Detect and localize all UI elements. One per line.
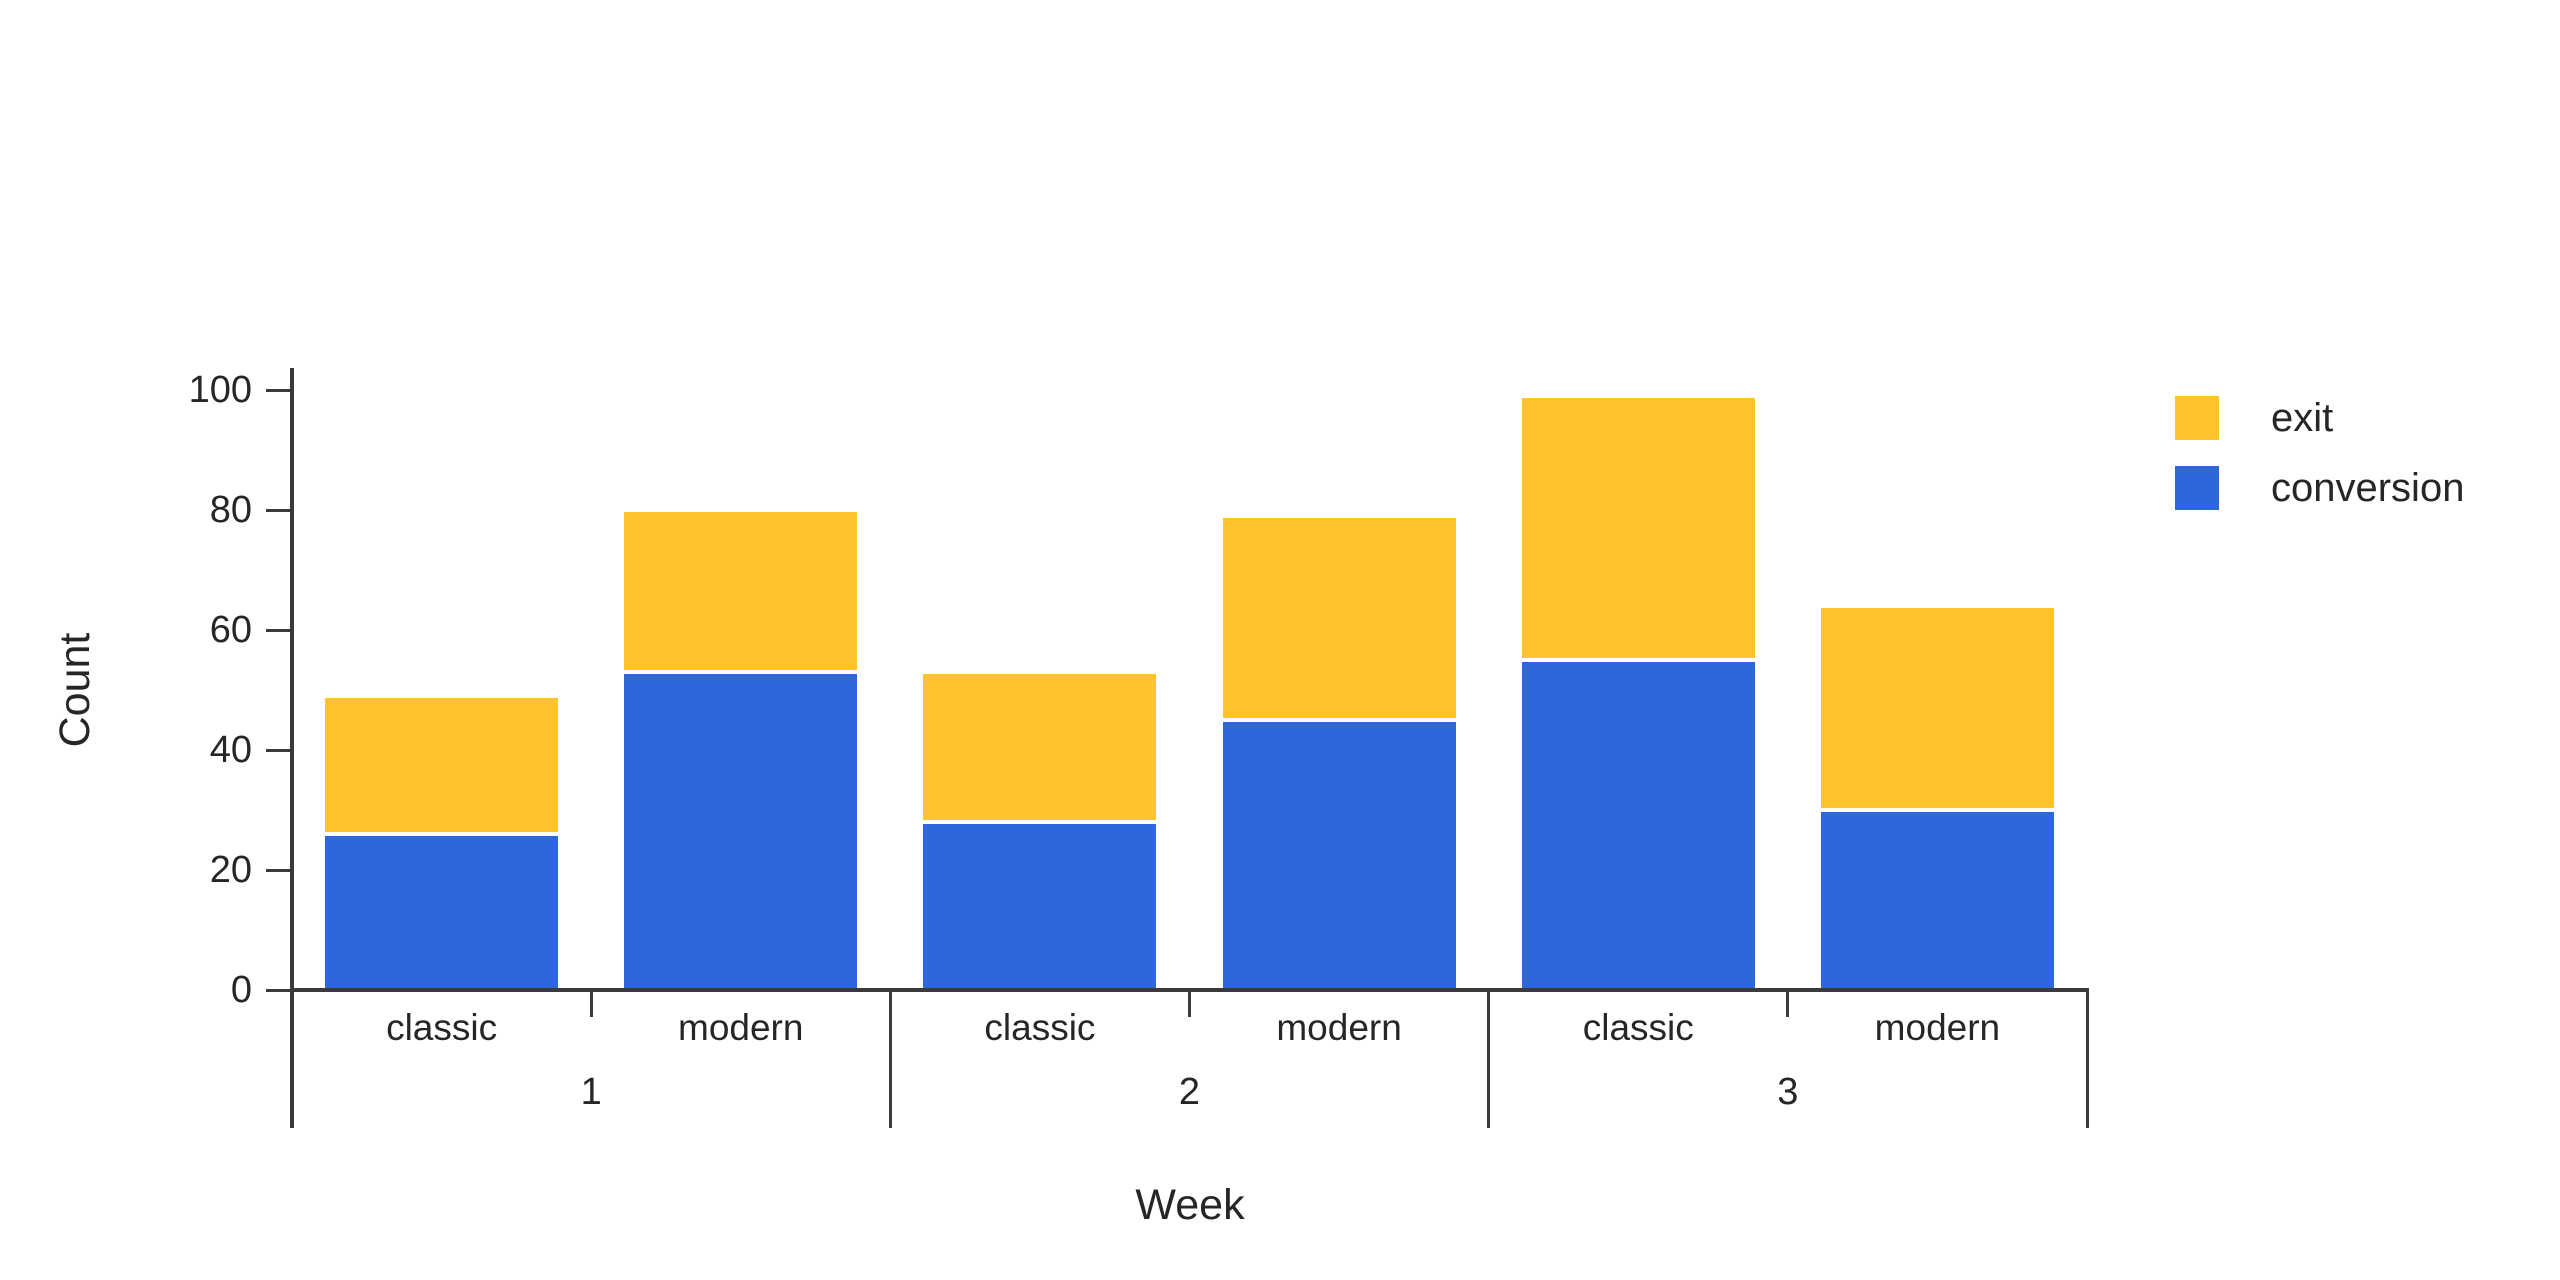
y-tick-label-40: 40 [209, 729, 252, 771]
bar-week1-classic-conversion [323, 834, 561, 990]
y-tick-label-20: 20 [209, 849, 252, 891]
group-separator-1 [888, 988, 892, 1128]
bar-week1-classic-exit [323, 696, 561, 834]
x-group-label-3: 3 [1777, 1071, 1799, 1113]
y-axis-title: Count [51, 632, 99, 748]
x-minor-tick-week3 [1786, 990, 1790, 1017]
x-axis-title: Week [1135, 1181, 1245, 1229]
y-tick-0 [266, 988, 292, 992]
legend-swatch-exit [2175, 396, 2219, 440]
y-tick-40 [266, 748, 292, 752]
x-category-label-2-modern: modern [1276, 1007, 1402, 1048]
y-tick-80 [266, 508, 292, 512]
y-axis-line [290, 368, 294, 1128]
legend-item-exit: exit [2175, 395, 2464, 441]
bar-week2-classic-conversion [921, 822, 1159, 990]
x-category-label-2-classic: classic [984, 1007, 1096, 1048]
y-tick-label-100: 100 [188, 369, 252, 411]
x-category-label-1-classic: classic [386, 1007, 498, 1048]
bar-week1-modern-exit [622, 510, 860, 672]
x-category-label-3-classic: classic [1582, 1007, 1694, 1048]
bar-week3-classic-conversion [1519, 660, 1757, 990]
bar-week2-modern-exit [1220, 516, 1458, 720]
bar-week1-modern-conversion [622, 672, 860, 990]
bar-week3-modern-exit [1818, 606, 2056, 810]
group-separator-2 [1487, 988, 1491, 1128]
legend-label-conversion: conversion [2271, 466, 2465, 510]
y-tick-20 [266, 868, 292, 872]
y-tick-label-80: 80 [209, 489, 252, 531]
x-group-label-2: 2 [1178, 1071, 1201, 1113]
x-minor-tick-week1 [589, 990, 593, 1017]
x-category-label-3-modern: modern [1874, 1007, 2001, 1048]
legend-item-conversion: conversion [2175, 465, 2464, 511]
x-axis-line [290, 988, 2089, 992]
legend-label-exit: exit [2271, 396, 2334, 440]
bar-week2-modern-conversion [1220, 720, 1458, 990]
y-tick-60 [266, 628, 292, 632]
y-tick-label-0: 0 [230, 969, 252, 1011]
legend-swatch-conversion [2175, 466, 2219, 510]
x-axis-right-boundary [2085, 988, 2089, 1128]
bar-week3-modern-conversion [1818, 810, 2056, 990]
x-group-label-1: 1 [580, 1071, 602, 1113]
bar-week2-classic-exit [921, 672, 1159, 822]
legend: exit conversion [2175, 395, 2464, 535]
x-category-label-1-modern: modern [678, 1007, 804, 1048]
x-minor-tick-week2 [1188, 990, 1191, 1017]
y-tick-100 [266, 388, 292, 392]
y-tick-label-60: 60 [209, 609, 252, 651]
bar-week3-classic-exit [1519, 396, 1757, 660]
